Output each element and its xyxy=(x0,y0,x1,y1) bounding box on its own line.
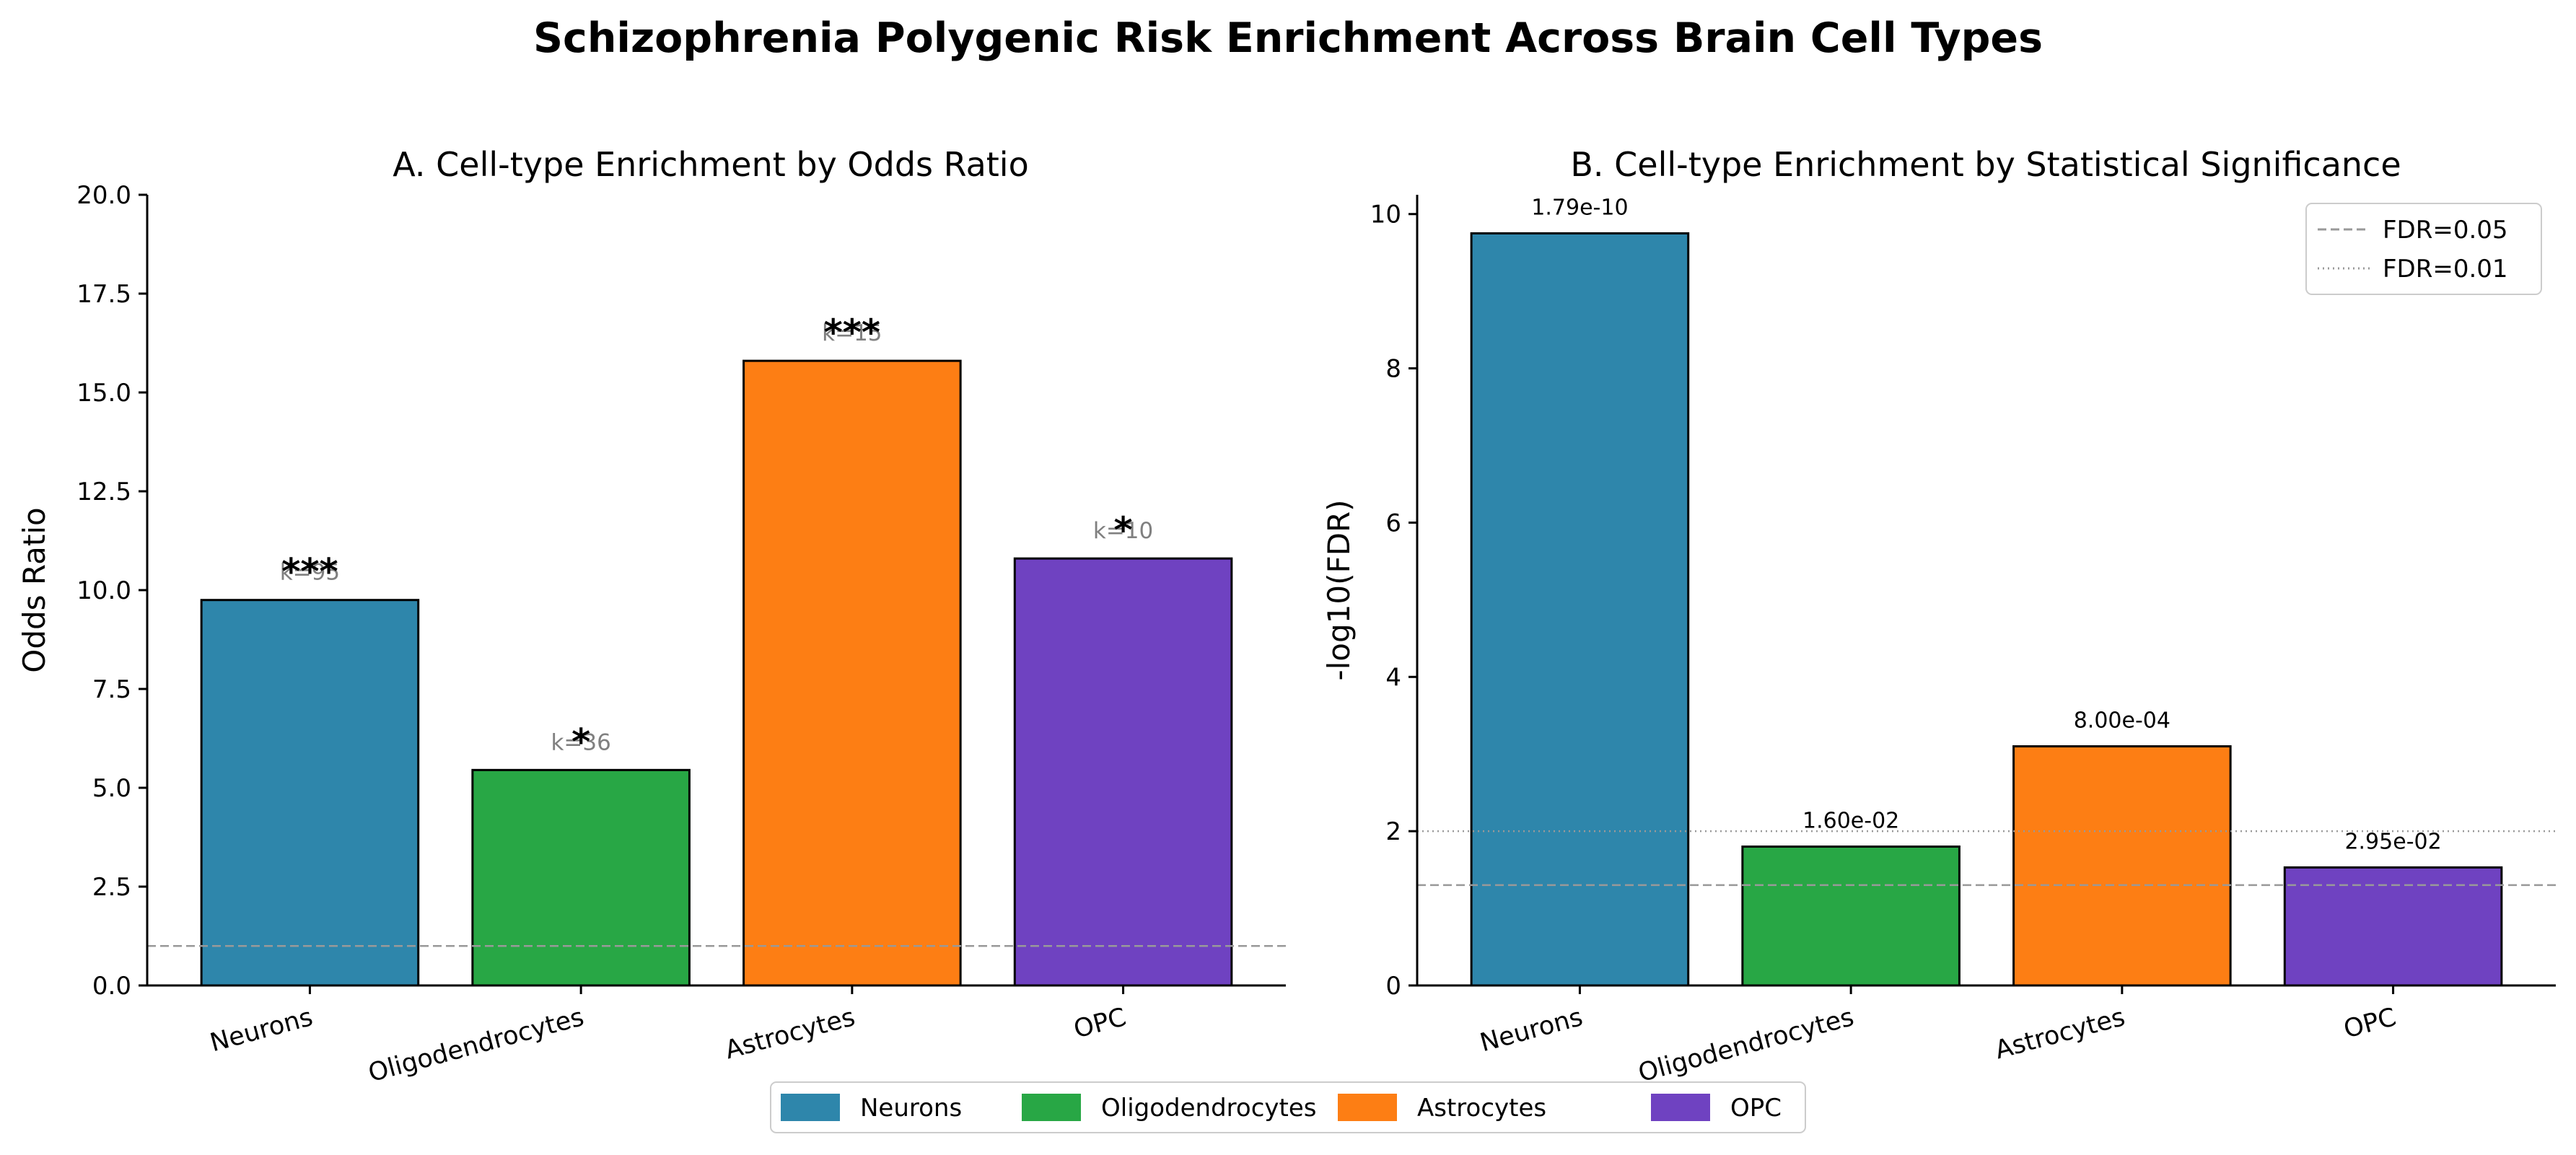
panel-a-y-tick-label: 20.0 xyxy=(76,181,131,210)
legend-label-neurons: Neurons xyxy=(860,1094,962,1123)
panel-b-fdr-label: 1.60e-02 xyxy=(1802,809,1899,834)
legend-swatch-astrocytes xyxy=(1338,1094,1397,1121)
threshold-legend-label-fdr005: FDR=0.05 xyxy=(2383,216,2508,245)
panel-b-y-tick-label: 8 xyxy=(1385,355,1401,384)
panel-b-y-axis-label: -log10(FDR) xyxy=(1321,499,1357,680)
panel-a-k-label: k=36 xyxy=(551,729,610,755)
panel-a-bar-neurons xyxy=(200,599,420,987)
cell-type-legend: Neurons Oligodendrocytes Astrocytes OPC xyxy=(770,1081,1806,1133)
legend-label-opc: OPC xyxy=(1730,1094,1782,1123)
panel-a-k-label: k=10 xyxy=(1093,518,1153,544)
panel-a-y-tick-label: 2.5 xyxy=(92,873,131,902)
panel-a-significance-marker: *** xyxy=(824,312,880,353)
panel-b-fdr-label: 2.95e-02 xyxy=(2344,829,2441,854)
legend-swatch-opc xyxy=(1651,1094,1710,1121)
panel-b-fdr-label: 1.79e-10 xyxy=(1531,195,1628,220)
panel-a-y-tick-label: 17.5 xyxy=(76,280,131,309)
panel-a-bar-opc xyxy=(1013,557,1233,987)
panel-b-y-tick-label: 4 xyxy=(1385,663,1401,692)
panel-b-y-tick-label: 0 xyxy=(1385,972,1401,1001)
panel-b-x-tick-label: Oligodendrocytes xyxy=(1635,1003,1857,1088)
panel-a-y-axis-label: Odds Ratio xyxy=(17,507,52,672)
threshold-legend-frame xyxy=(2305,203,2542,295)
panel-a-k-label: k=95 xyxy=(280,560,340,586)
legend-swatch-oligodendrocytes xyxy=(1022,1094,1081,1121)
panel-a-significance-marker: *** xyxy=(281,551,338,593)
panel-a-bar-oligodendrocytes xyxy=(471,768,691,987)
panel-a-y-tick-label: 7.5 xyxy=(92,675,131,704)
panel-b-bar-neurons xyxy=(1470,232,1690,987)
panel-b-y-tick-label: 6 xyxy=(1385,509,1401,537)
panel-a-y-tick-label: 10.0 xyxy=(76,576,131,605)
figure-title: Schizophrenia Polygenic Risk Enrichment … xyxy=(533,14,2043,62)
panel-a-y-tick-label: 5.0 xyxy=(92,774,131,803)
panel-a-title: A. Cell-type Enrichment by Odds Ratio xyxy=(393,145,1028,184)
panel-b-x-tick-label: Astrocytes xyxy=(1992,1003,2128,1065)
panel-a-y-tick-label: 15.0 xyxy=(76,379,131,408)
panel-b-y-tick-label: 2 xyxy=(1385,817,1401,846)
panel-a-y-tick-label: 12.5 xyxy=(76,478,131,506)
panel-a-k-label: k=15 xyxy=(822,320,882,346)
legend-label-astrocytes: Astrocytes xyxy=(1417,1094,1546,1123)
panel-b-fdr-label: 8.00e-04 xyxy=(2074,708,2170,734)
panel-b-x-tick-label: OPC xyxy=(2341,1003,2399,1045)
panel-b-bar-astrocytes xyxy=(2012,745,2232,987)
panel-a-significance-marker: * xyxy=(1113,509,1132,551)
panel-b-threshold-legend: FDR=0.05 FDR=0.01 xyxy=(2305,203,2542,295)
panel-b-bar-oligodendrocytes xyxy=(1741,846,1961,987)
threshold-legend-label-fdr001: FDR=0.01 xyxy=(2383,255,2508,284)
panel-b-title: B. Cell-type Enrichment by Statistical S… xyxy=(1570,145,2401,184)
panel-a-odds-ratio: A. Cell-type Enrichment by Odds Ratio Od… xyxy=(17,145,1286,1088)
legend-swatch-neurons xyxy=(781,1094,840,1121)
panel-a-significance-marker: * xyxy=(571,721,590,763)
panel-b-x-tick-label: Neurons xyxy=(1477,1003,1586,1058)
panel-a-y-tick-label: 0.0 xyxy=(92,972,131,1001)
panel-a-x-tick-label: Neurons xyxy=(207,1003,316,1058)
panel-a-x-tick-label: OPC xyxy=(1071,1003,1129,1045)
panel-a-x-tick-label: Oligodendrocytes xyxy=(365,1003,587,1088)
panel-a-x-tick-label: Astrocytes xyxy=(722,1003,858,1065)
panel-a-bar-astrocytes xyxy=(742,359,962,987)
panel-b-y-tick-label: 10 xyxy=(1370,201,1401,229)
panel-b-significance: B. Cell-type Enrichment by Statistical S… xyxy=(1321,145,2556,1088)
legend-label-oligodendrocytes: Oligodendrocytes xyxy=(1101,1094,1316,1123)
